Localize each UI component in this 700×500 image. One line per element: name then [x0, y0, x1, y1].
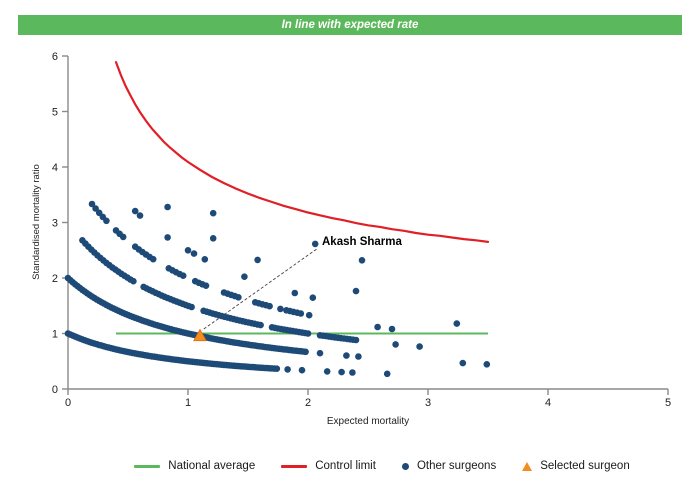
x-tick-label: 5 — [665, 397, 671, 409]
other-surgeons-layer — [64, 200, 491, 378]
annotation-leader-line — [201, 248, 317, 331]
legend-item-selected-surgeon: Selected surgeon — [522, 460, 630, 472]
y-tick-label: 3 — [52, 218, 58, 230]
selected-surgeon-label: Akash Sharma — [322, 236, 403, 248]
y-tick-label: 1 — [52, 329, 58, 341]
other-surgeons-dot-swatch — [401, 462, 409, 470]
legend-item-national-average: National average — [134, 460, 255, 472]
scatter-point — [202, 282, 210, 290]
scatter-point — [266, 302, 273, 310]
scatter-point — [355, 353, 362, 360]
status-banner: In line with expected rate — [18, 15, 682, 35]
scatter-point — [388, 325, 396, 333]
x-tick-label: 0 — [65, 397, 71, 409]
legend-item-control-limit: Control limit — [281, 460, 376, 472]
scatter-point — [284, 366, 291, 373]
legend-label: Selected surgeon — [540, 460, 630, 472]
scatter-point — [302, 348, 309, 356]
y-tick-label: 5 — [52, 107, 58, 119]
selected-surgeon-marker — [193, 328, 207, 342]
scatter-point — [392, 341, 399, 348]
x-tick-label: 3 — [425, 397, 431, 409]
status-banner-text: In line with expected rate — [281, 19, 419, 31]
legend: National average Control limit Other sur… — [0, 460, 700, 472]
scatter-point — [257, 321, 264, 329]
scatter-point — [298, 366, 306, 374]
x-tick-label: 4 — [545, 397, 551, 409]
scatter-point — [304, 330, 312, 337]
control-limit-layer — [114, 60, 490, 243]
y-tick-label: 6 — [52, 51, 58, 63]
scatter-point — [483, 361, 491, 368]
legend-label: Other surgeons — [416, 460, 497, 472]
y-tick-label: 0 — [52, 384, 58, 396]
scatter-point — [277, 305, 284, 313]
control-limit-line-swatch — [281, 464, 308, 468]
scatter-point — [311, 240, 319, 248]
scatter-point — [323, 368, 331, 375]
scatter-point — [184, 247, 192, 254]
selected-surgeon-triangle-swatch — [522, 461, 533, 471]
x-tick-label: 1 — [185, 397, 191, 409]
scatter-point — [188, 303, 195, 311]
scatter-point — [235, 294, 242, 301]
legend-label: Control limit — [315, 460, 376, 472]
chart-canvas: 0 1 2 3 4 5 6 0 1 2 3 4 5 Expected mortality Standar… — [31, 51, 671, 427]
scatter-point — [343, 352, 350, 359]
scatter-point — [209, 209, 217, 217]
scatter-point — [201, 255, 209, 263]
scatter-point — [358, 257, 366, 264]
scatter-point — [136, 212, 144, 219]
scatter-point — [291, 289, 299, 297]
scatter-point — [254, 256, 261, 264]
national-average-line-swatch — [134, 464, 161, 468]
scatter-point — [309, 294, 317, 302]
legend-item-other-surgeons: Other surgeons — [401, 460, 497, 472]
scatter-point — [273, 365, 281, 373]
x-tick-label: 2 — [305, 397, 311, 409]
scatter-point — [119, 233, 127, 241]
scatter-point — [149, 255, 157, 263]
scatter-point — [190, 250, 198, 257]
scatter-point — [459, 359, 467, 367]
scatter-point — [131, 207, 139, 215]
scatter-point — [164, 203, 171, 211]
scatter-point — [349, 369, 356, 376]
scatter-point — [297, 310, 305, 317]
scatter-point — [209, 235, 217, 242]
scatter-point — [383, 370, 391, 378]
scatter-point — [453, 320, 461, 327]
scatter-point — [88, 200, 96, 208]
y-tick-label: 4 — [52, 162, 58, 174]
y-tick-label: 2 — [52, 273, 58, 285]
scatter-point — [316, 349, 324, 357]
x-axis-title: Expected mortality — [327, 416, 409, 427]
scatter-point — [416, 343, 423, 350]
scatter-point — [352, 336, 360, 344]
scatter-point — [164, 234, 171, 241]
legend-label: National average — [168, 460, 256, 472]
scatter-point — [130, 277, 137, 285]
scatter-point — [241, 273, 248, 281]
scatter-point — [103, 217, 110, 225]
scatter-point — [352, 287, 360, 295]
y-axis-title: Standardised mortality ratio — [31, 164, 42, 280]
control-limit-line — [114, 60, 490, 243]
scatter-point — [305, 311, 313, 319]
scatter-point — [179, 272, 187, 280]
scatter-point — [338, 368, 345, 376]
scatter-point — [374, 323, 381, 331]
annotation-layer — [193, 248, 317, 342]
